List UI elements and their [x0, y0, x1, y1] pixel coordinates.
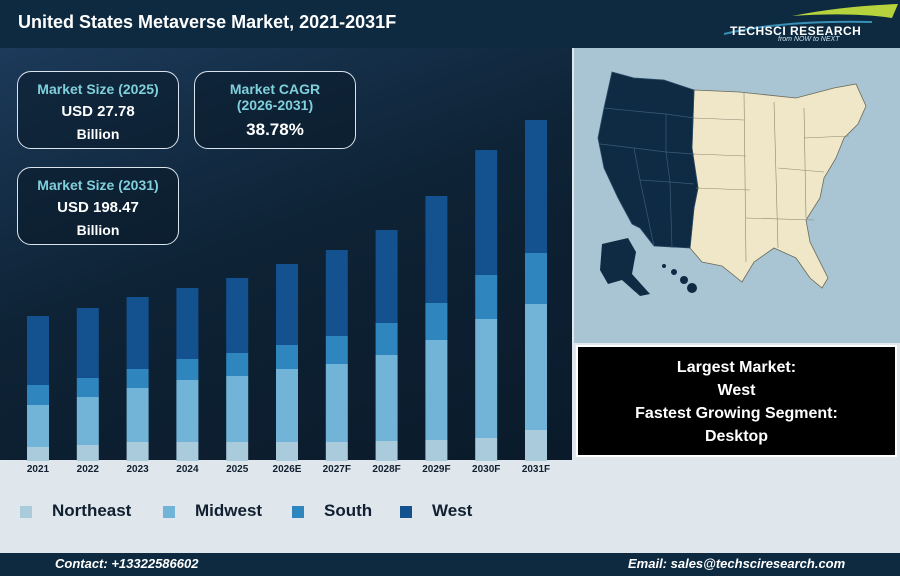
footer-bar: Contact: +13322586602 Email: sales@techs… — [0, 553, 900, 576]
bar-midwest-2021 — [27, 405, 49, 447]
bar-west-2022 — [76, 308, 99, 378]
market-size-2025-label: Market Size (2025) — [37, 81, 159, 97]
market-size-2031-card: Market Size (2031) USD 198.47 Billion — [17, 167, 179, 245]
bar-northeast-2025 — [226, 442, 249, 461]
logo-tagline: from NOW to NEXT — [778, 36, 840, 43]
bar-northeast-2024 — [176, 442, 199, 461]
bar-west-2024 — [176, 288, 199, 359]
bar-west-2023 — [126, 297, 149, 369]
bar-midwest-2026e — [276, 369, 298, 442]
bar-south-2026e — [276, 345, 298, 369]
bar-west-2031f — [525, 120, 547, 253]
us-map-icon — [597, 71, 867, 296]
bar-west-2027f — [325, 250, 348, 336]
x-tick-label: 2023 — [126, 464, 149, 475]
x-tick-label: 2027F — [323, 464, 351, 475]
market-cagr-card: Market CAGR (2026-2031) 38.78% — [194, 71, 356, 149]
map-region-other — [689, 83, 867, 289]
x-tick-label: 2026E — [273, 464, 302, 475]
bar-south-2024 — [176, 359, 199, 380]
chart-legend: Northeast Midwest South West — [0, 500, 600, 524]
bar-south-2030f — [475, 275, 498, 319]
bar-northeast-2028f — [375, 441, 398, 461]
bar-midwest-2023 — [126, 388, 149, 442]
bar-west-2028f — [375, 230, 398, 323]
market-cagr-value: 38.78% — [246, 120, 304, 139]
legend-swatch-south — [292, 506, 304, 518]
logo-text: TECHSCI RESEARCH — [730, 24, 862, 38]
bar-south-2029f — [425, 303, 448, 340]
bar-south-2022 — [76, 378, 99, 397]
legend-label-west: West — [432, 501, 473, 520]
bar-midwest-2031f — [525, 304, 547, 430]
bar-northeast-2030f — [475, 438, 498, 461]
map-west-borders — [599, 107, 695, 249]
bar-midwest-2025 — [226, 376, 249, 442]
fastest-segment-label: Fastest Growing Segment: — [635, 405, 838, 422]
x-tick-label: 2022 — [77, 464, 100, 475]
footer-contact: Contact: +13322586602 — [55, 556, 199, 571]
market-size-2025-unit: Billion — [76, 126, 120, 142]
bar-northeast-2022 — [76, 445, 99, 461]
market-size-2025-card: Market Size (2025) USD 27.78 Billion — [17, 71, 179, 149]
bar-northeast-2029f — [425, 440, 448, 461]
x-tick-label: 2024 — [176, 464, 199, 475]
x-tick-label: 2028F — [372, 464, 400, 475]
bar-south-2025 — [226, 353, 249, 376]
market-size-2031-value: USD 198.47 — [57, 199, 139, 216]
market-cagr-period: (2026-2031) — [236, 97, 314, 113]
legend-swatch-west — [400, 506, 412, 518]
bar-south-2031f — [525, 253, 547, 304]
bar-south-2021 — [27, 385, 49, 405]
fastest-segment-value: Desktop — [704, 428, 769, 445]
header-bar: United States Metaverse Market, 2021-203… — [0, 0, 900, 48]
x-tick-label: 2025 — [226, 464, 249, 475]
largest-market-label: Largest Market: — [676, 359, 797, 376]
bar-northeast-2031f — [525, 430, 547, 461]
bar-west-2025 — [226, 278, 249, 353]
map-hawaii — [662, 264, 697, 293]
x-tick-label: 2031F — [522, 464, 550, 475]
legend-label-south: South — [324, 501, 373, 520]
legend-label-midwest: Midwest — [195, 501, 263, 520]
logo-swoosh-icon — [723, 4, 898, 35]
market-size-2025-value: USD 27.78 — [61, 103, 135, 120]
largest-market-value: West — [717, 382, 756, 399]
bar-midwest-2030f — [475, 319, 498, 438]
bar-south-2023 — [126, 369, 149, 388]
techsci-logo: TECHSCI RESEARCH from NOW to NEXT — [722, 4, 900, 44]
market-size-2031-label: Market Size (2031) — [37, 177, 159, 193]
bar-west-2030f — [475, 150, 498, 275]
bar-south-2027f — [325, 336, 348, 364]
legend-swatch-northeast — [20, 506, 32, 518]
bar-midwest-2027f — [325, 364, 348, 442]
us-map-panel — [574, 48, 900, 343]
legend-label-northeast: Northeast — [52, 501, 132, 520]
bar-midwest-2028f — [375, 355, 398, 441]
market-size-2031-unit: Billion — [76, 222, 120, 238]
bar-northeast-2021 — [27, 447, 49, 461]
market-cagr-label: Market CAGR — [229, 81, 321, 97]
bar-northeast-2026e — [276, 442, 298, 461]
x-tick-label: 2030F — [472, 464, 500, 475]
bar-chart: 2021 2022 2023 2024 2025 2026E 2027F 2028F 2029F… — [27, 120, 550, 475]
map-region-west — [597, 71, 699, 249]
legend-swatch-midwest — [163, 506, 175, 518]
bar-midwest-2029f — [425, 340, 448, 440]
bar-south-2028f — [375, 323, 398, 355]
x-tick-label: 2021 — [27, 464, 50, 475]
bar-west-2026e — [276, 264, 298, 345]
footer-email: Email: sales@techsciresearch.com — [628, 556, 846, 571]
bar-midwest-2022 — [76, 397, 99, 445]
page-title: United States Metaverse Market, 2021-203… — [18, 12, 397, 32]
bar-northeast-2023 — [126, 442, 149, 461]
market-info-box: Largest Market: West Fastest Growing Seg… — [576, 345, 897, 457]
bar-northeast-2027f — [325, 442, 348, 461]
map-alaska — [600, 238, 650, 296]
x-tick-label: 2029F — [422, 464, 450, 475]
bar-midwest-2024 — [176, 380, 199, 442]
map-other-borders — [693, 91, 850, 263]
bar-west-2029f — [425, 196, 448, 303]
bar-west-2021 — [27, 316, 49, 385]
